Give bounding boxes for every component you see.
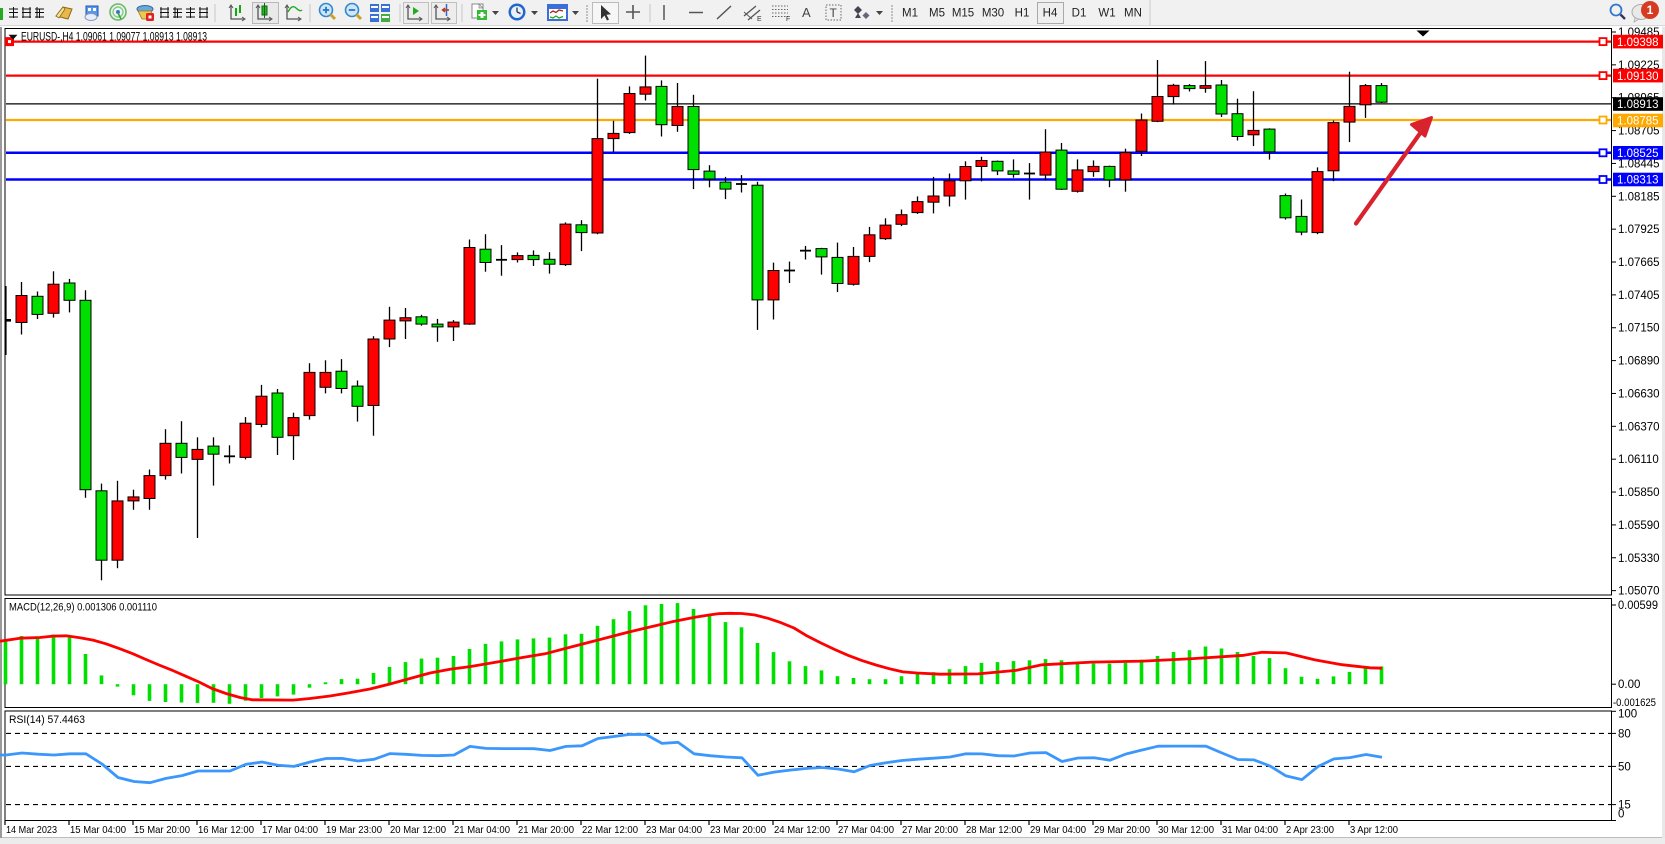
svg-text:21 Mar 20:00: 21 Mar 20:00 bbox=[518, 825, 574, 836]
svg-text:20 Mar 12:00: 20 Mar 12:00 bbox=[390, 825, 446, 836]
svg-text:1.08525: 1.08525 bbox=[1617, 148, 1659, 160]
svg-text:RSI(14) 57.4463: RSI(14) 57.4463 bbox=[9, 714, 85, 726]
svg-text:0.00599: 0.00599 bbox=[1618, 600, 1658, 612]
svg-text:100: 100 bbox=[1618, 709, 1637, 721]
svg-text:H1: H1 bbox=[1015, 8, 1030, 20]
svg-text:1.08913: 1.08913 bbox=[1617, 99, 1659, 111]
svg-text:M1: M1 bbox=[902, 8, 918, 20]
svg-text:1.07665: 1.07665 bbox=[1618, 257, 1660, 269]
svg-text:16 Mar 12:00: 16 Mar 12:00 bbox=[198, 825, 254, 836]
svg-text:31 Mar 04:00: 31 Mar 04:00 bbox=[1222, 825, 1278, 836]
svg-text:21 Mar 04:00: 21 Mar 04:00 bbox=[454, 825, 510, 836]
svg-text:1: 1 bbox=[1647, 3, 1654, 17]
svg-text:1.07405: 1.07405 bbox=[1618, 290, 1660, 302]
svg-text:2 Apr 23:00: 2 Apr 23:00 bbox=[1286, 825, 1334, 836]
svg-text:1.08705: 1.08705 bbox=[1618, 126, 1660, 138]
svg-text:50: 50 bbox=[1618, 761, 1631, 773]
svg-text:1.08313: 1.08313 bbox=[1617, 175, 1659, 187]
svg-text:EURUSD-,H4 1.09061 1.09077 1.: EURUSD-,H4 1.09061 1.09077 1.08913 1.089… bbox=[21, 31, 207, 43]
svg-text:28 Mar 12:00: 28 Mar 12:00 bbox=[966, 825, 1022, 836]
svg-text:1.08445: 1.08445 bbox=[1618, 158, 1660, 170]
svg-text:A: A bbox=[802, 5, 811, 20]
svg-text:1.06890: 1.06890 bbox=[1618, 356, 1660, 368]
svg-text:M15: M15 bbox=[952, 8, 974, 20]
svg-text:M30: M30 bbox=[982, 8, 1004, 20]
svg-text:1.06370: 1.06370 bbox=[1618, 421, 1660, 433]
svg-text:1.05590: 1.05590 bbox=[1618, 520, 1660, 532]
svg-text:1.07150: 1.07150 bbox=[1618, 323, 1660, 335]
svg-text:H4: H4 bbox=[1043, 8, 1058, 20]
svg-text:1.09398: 1.09398 bbox=[1617, 37, 1659, 49]
svg-text:0: 0 bbox=[1618, 809, 1624, 821]
svg-text:T: T bbox=[830, 6, 838, 20]
svg-text:22 Mar 12:00: 22 Mar 12:00 bbox=[582, 825, 638, 836]
svg-text:29 Mar 20:00: 29 Mar 20:00 bbox=[1094, 825, 1150, 836]
svg-text:23 Mar 04:00: 23 Mar 04:00 bbox=[646, 825, 702, 836]
svg-text:0.00: 0.00 bbox=[1618, 679, 1640, 691]
svg-text:MACD(12,26,9) 0.001306 0.00111: MACD(12,26,9) 0.001306 0.001110 bbox=[9, 602, 157, 614]
svg-text:80: 80 bbox=[1618, 728, 1631, 740]
svg-text:27 Mar 20:00: 27 Mar 20:00 bbox=[902, 825, 958, 836]
svg-text:-0.001625: -0.001625 bbox=[1613, 697, 1656, 709]
svg-text:W1: W1 bbox=[1098, 8, 1115, 20]
svg-text:19 Mar 23:00: 19 Mar 23:00 bbox=[326, 825, 382, 836]
svg-text:1.06630: 1.06630 bbox=[1618, 388, 1660, 400]
svg-text:15 Mar 04:00: 15 Mar 04:00 bbox=[70, 825, 126, 836]
svg-text:24 Mar 12:00: 24 Mar 12:00 bbox=[774, 825, 830, 836]
svg-text:F: F bbox=[786, 16, 790, 23]
svg-text:15: 15 bbox=[1618, 800, 1631, 812]
svg-text:1.08185: 1.08185 bbox=[1618, 191, 1660, 203]
svg-text:1.07925: 1.07925 bbox=[1618, 224, 1660, 236]
svg-text:1.05070: 1.05070 bbox=[1618, 586, 1660, 598]
svg-text:14 Mar 2023: 14 Mar 2023 bbox=[6, 825, 57, 836]
svg-text:29 Mar 04:00: 29 Mar 04:00 bbox=[1030, 825, 1086, 836]
svg-text:17 Mar 04:00: 17 Mar 04:00 bbox=[262, 825, 318, 836]
svg-text:27 Mar 04:00: 27 Mar 04:00 bbox=[838, 825, 894, 836]
svg-text:3 Apr 12:00: 3 Apr 12:00 bbox=[1350, 825, 1398, 836]
svg-text:23 Mar 20:00: 23 Mar 20:00 bbox=[710, 825, 766, 836]
svg-text:M5: M5 bbox=[929, 8, 945, 20]
svg-text:1.09130: 1.09130 bbox=[1617, 71, 1659, 83]
svg-text:15 Mar 20:00: 15 Mar 20:00 bbox=[134, 825, 190, 836]
svg-text:E: E bbox=[757, 16, 762, 23]
svg-text:1.06110: 1.06110 bbox=[1618, 454, 1659, 466]
svg-text:1.08785: 1.08785 bbox=[1617, 116, 1659, 128]
svg-text:1.05330: 1.05330 bbox=[1618, 553, 1660, 565]
svg-text:1.05850: 1.05850 bbox=[1618, 487, 1660, 499]
svg-text:D1: D1 bbox=[1072, 8, 1087, 20]
svg-text:MN: MN bbox=[1124, 8, 1142, 20]
svg-text:30 Mar 12:00: 30 Mar 12:00 bbox=[1158, 825, 1214, 836]
